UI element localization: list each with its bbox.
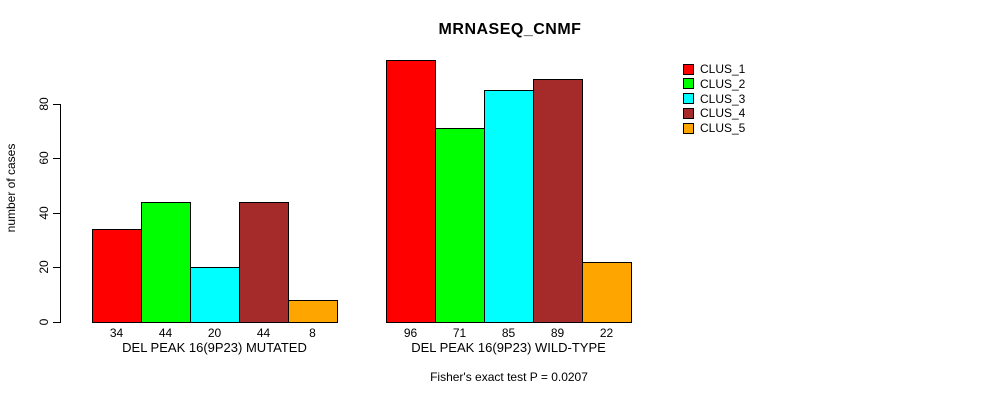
y-axis-tick: [53, 322, 60, 323]
bar-value-label: 22: [599, 326, 614, 340]
legend-item-clus_3: CLUS_3: [683, 93, 745, 105]
y-axis-tick-label: 40: [37, 206, 51, 220]
y-axis-line: [60, 103, 61, 323]
bar-value-label: 89: [550, 326, 565, 340]
legend-item-clus_1: CLUS_1: [683, 63, 745, 75]
legend-label: CLUS_3: [700, 91, 746, 106]
legend-label: CLUS_2: [700, 76, 746, 91]
y-axis-tick: [53, 267, 60, 269]
legend-swatch-icon: [683, 78, 694, 90]
legend-swatch-icon: [683, 122, 694, 134]
bar-value-label: 44: [256, 326, 271, 340]
bar-clus_5: [288, 300, 338, 323]
bar-clus_2: [435, 128, 485, 323]
x-axis-group-label: DEL PEAK 16(9P23) WILD-TYPE: [411, 340, 606, 355]
x-axis-group-label: DEL PEAK 16(9P23) MUTATED: [122, 340, 307, 355]
y-axis-tick-label: 20: [37, 260, 51, 275]
bar-clus_1: [92, 229, 142, 323]
legend-label: CLUS_4: [700, 106, 746, 121]
bar-clus_3: [484, 90, 534, 323]
annotation-text: Fisher's exact test P = 0.0207: [430, 370, 588, 384]
bar-value-label: 85: [501, 326, 516, 340]
legend-swatch-icon: [683, 63, 694, 75]
bar-clus_5: [582, 262, 632, 323]
y-axis-tick: [53, 212, 60, 214]
legend-item-clus_5: CLUS_5: [683, 122, 745, 134]
chart-title: MRNASEQ_CNMF: [438, 21, 582, 38]
legend-swatch-icon: [683, 107, 694, 119]
bar-value-label: 71: [452, 326, 467, 340]
bar-value-label: 44: [158, 326, 173, 340]
y-axis-tick-label: 80: [37, 96, 51, 111]
bar-value-label: 34: [109, 326, 124, 340]
bar-clus_2: [141, 202, 191, 323]
bar-clus_3: [190, 267, 240, 323]
bar-clus_1: [386, 60, 436, 323]
y-axis-tick: [53, 158, 60, 160]
legend-item-clus_4: CLUS_4: [683, 107, 745, 119]
y-axis-title: number of cases: [4, 143, 18, 233]
y-axis-tick: [53, 103, 60, 105]
bar-value-label: 96: [403, 326, 418, 340]
legend-label: CLUS_5: [700, 121, 746, 135]
legend-item-clus_2: CLUS_2: [683, 78, 745, 90]
legend-label: CLUS_1: [700, 62, 746, 76]
bar-value-label: 20: [207, 326, 222, 340]
bar-clus_4: [239, 202, 289, 323]
bar-value-label: 8: [309, 326, 316, 340]
legend-swatch-icon: [683, 93, 694, 104]
y-axis-tick-label: 60: [37, 151, 51, 165]
y-axis-tick-label: 0: [37, 318, 51, 326]
bar-clus_4: [533, 79, 583, 323]
